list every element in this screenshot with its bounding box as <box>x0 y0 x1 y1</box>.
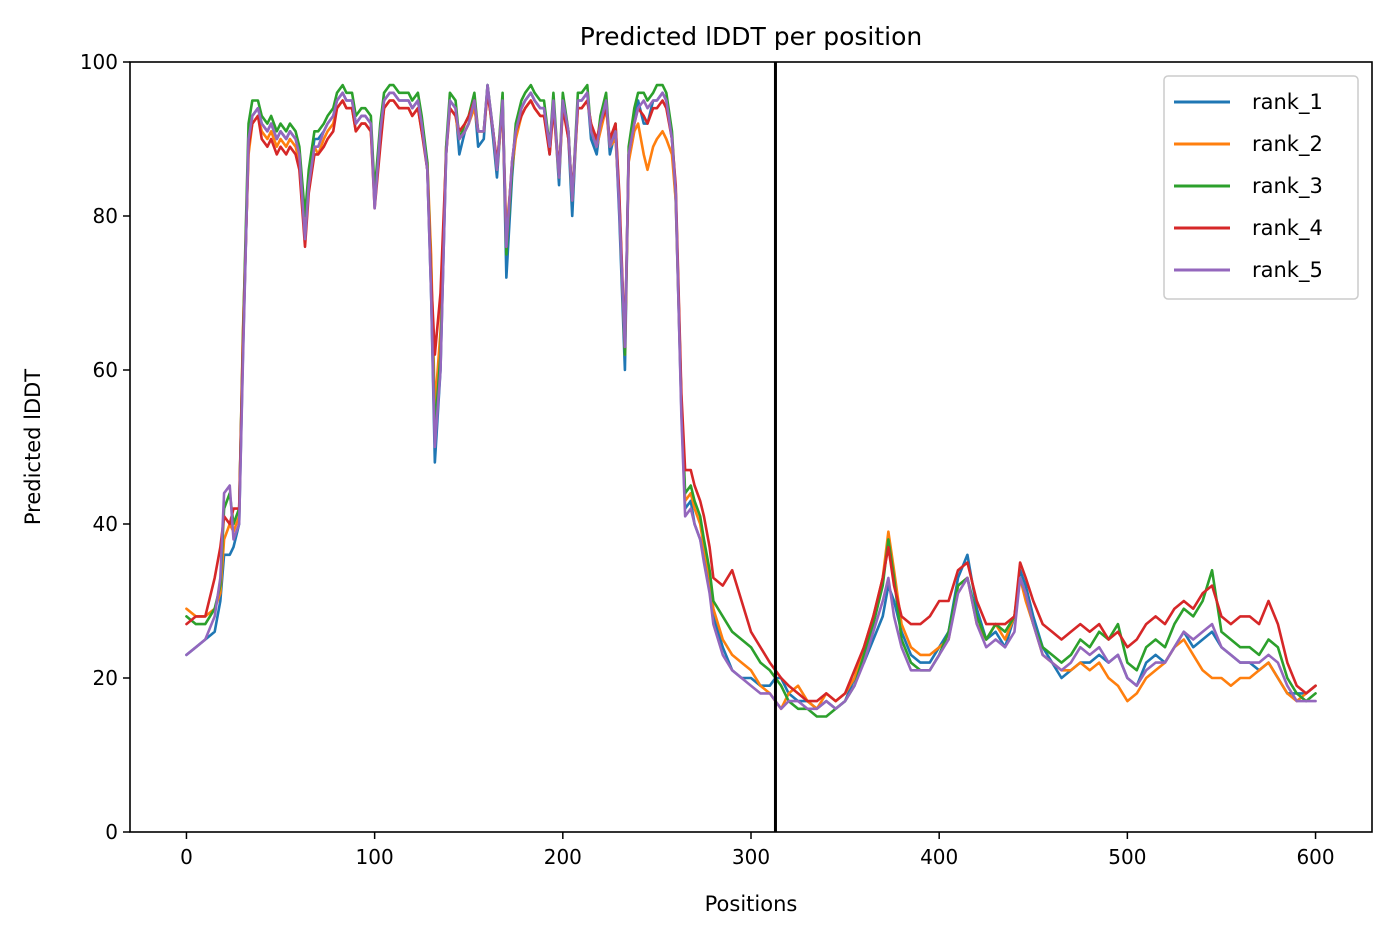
chart-title: Predicted lDDT per position <box>580 22 922 51</box>
x-tick-label: 400 <box>920 845 958 869</box>
legend-label-rank_5: rank_5 <box>1252 258 1323 283</box>
x-tick-label: 100 <box>356 845 394 869</box>
series-line-rank_4 <box>185 91 1317 703</box>
legend: rank_1 rank_2 rank_3 rank_4 rank_5 <box>1163 75 1359 300</box>
x-axis-title: Positions <box>705 892 798 916</box>
y-tick-label: 60 <box>93 358 118 382</box>
x-tick-label: 600 <box>1296 845 1334 869</box>
y-tick-label: 100 <box>80 50 118 74</box>
legend-frame <box>1163 75 1359 300</box>
y-tick-label: 40 <box>93 512 118 536</box>
x-tick-label: 0 <box>180 845 193 869</box>
x-axis: 0 100 200 300 400 500 600 <box>180 832 1335 869</box>
y-tick-label: 20 <box>93 666 118 690</box>
x-tick-label: 300 <box>732 845 770 869</box>
x-tick-label: 200 <box>544 845 582 869</box>
series-line-rank_5 <box>185 83 1317 711</box>
legend-label-rank_2: rank_2 <box>1252 132 1323 157</box>
x-tick-label: 500 <box>1108 845 1146 869</box>
y-axis-title: Predicted lDDT <box>21 369 45 525</box>
y-tick-label: 80 <box>93 204 118 228</box>
legend-label-rank_1: rank_1 <box>1252 90 1323 115</box>
y-tick-label: 0 <box>105 820 118 844</box>
y-axis: 0 20 40 60 80 100 <box>80 50 130 844</box>
legend-label-rank_3: rank_3 <box>1252 174 1323 199</box>
legend-label-rank_4: rank_4 <box>1252 216 1323 241</box>
series-layer <box>185 83 1317 718</box>
